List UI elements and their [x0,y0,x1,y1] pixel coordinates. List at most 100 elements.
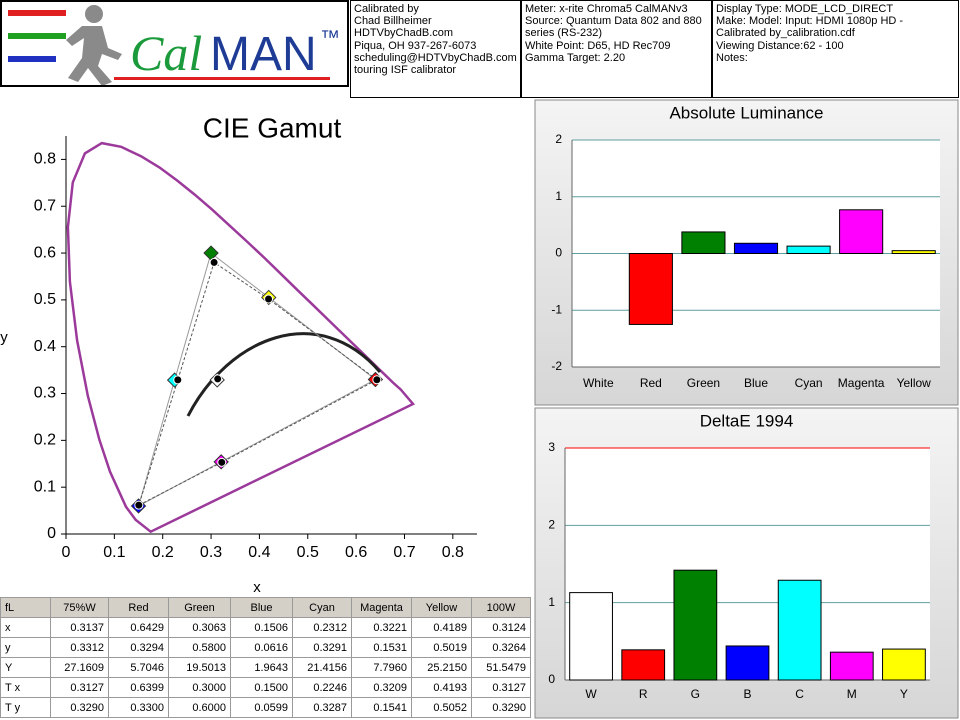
x-tick-label: C [795,687,804,701]
x-tick-label: Magenta [838,376,885,390]
x-tick-label: 0.5 [297,544,319,561]
table-cell: 0.4193 [411,677,472,698]
table-cell: 0.3290 [50,697,109,718]
table-cell: 0.1531 [351,637,412,658]
x-tick-label: 0.4 [248,544,270,561]
y-tick-label: -2 [551,359,562,373]
logo-bar [8,56,56,62]
table-cell: 51.5479 [471,657,531,678]
measured-point [217,457,227,467]
x-tick-label: 0.7 [393,544,415,561]
table-cell: 0.3264 [471,637,531,658]
table-header-cell: Red [108,597,169,618]
measured-point [264,294,274,304]
logo-man: MAN [210,28,317,81]
info-line: scheduling@HDTVbyChadB.com [354,51,517,64]
bar [777,579,822,681]
table-cell: 0.3290 [471,697,531,718]
table-row: T x 0.3127 0.6399 0.3000 0.1500 0.2246 0.3209 0… [0,677,531,698]
table-header-cell: 100W [471,597,531,618]
chart-title: CIE Gamut [203,112,342,143]
measured-point [134,500,144,510]
table-header-cell: Yellow [411,597,472,618]
table-cell: Y [0,657,51,678]
table-cell: T y [0,697,51,718]
table-row: T y 0.3290 0.3300 0.6000 0.0599 0.3287 0.1541 0… [0,697,531,718]
chart-title: Absolute Luminance [669,103,823,122]
measured-point [213,374,223,384]
chart-panel [534,407,959,719]
logo-underline [114,77,330,80]
logo-runner [66,5,122,85]
table-cell: 0.3287 [292,697,352,718]
table-cell: 0.6429 [108,617,169,638]
y-tick-label: 0.3 [34,385,56,402]
table-cell: 0.3209 [351,677,412,698]
table-cell: T x [0,677,51,698]
table-cell: 0.1500 [230,677,293,698]
table-cell: 0.3291 [292,637,352,658]
target-point [203,245,219,261]
y-tick-label: 0 [548,672,555,686]
info-box: Display Type: MODE_LCD_DIRECT Make: Model… [712,0,959,98]
info-line: HDTVbyChadB.com [354,27,454,40]
bar [733,242,779,255]
info-line: Make: Model: Input: HDMI 1080p HD - [716,15,904,28]
table-cell: 0.3127 [50,677,109,698]
y-tick-label: 3 [548,440,555,454]
bar [628,253,673,325]
target-point [367,371,384,388]
info-line: Calibrated by_calibration.cdf [716,27,855,40]
bar [569,592,613,681]
info-box: Calibrated by Chad Billheimer HDTVbyChadB.… [350,0,521,98]
logo-bar [8,33,66,39]
logo: Cal MAN ™ [0,0,349,87]
table-cell: 0.0599 [230,697,293,718]
info-line: touring ISF calibrator [354,64,457,77]
x-tick-label: Cyan [795,376,823,390]
logo-cal: Cal [130,25,202,81]
info-line: Gamma Target: 2.20 [525,51,626,64]
bar [673,569,718,681]
table-row: x 0.3137 0.6429 0.3063 0.1506 0.2312 0.3221 0.4… [0,617,531,638]
info-line: Calibrated by [354,3,419,15]
table-cell: 7.7960 [351,657,412,678]
table-header-cell: 75%W [50,597,109,618]
x-tick-label: Y [900,687,908,701]
table-header-cell: Blue [230,597,293,618]
info-box: Meter: x-rite Chroma5 CalMANv3 Source: Qu… [521,0,712,98]
table-cell: y [0,637,51,658]
x-tick-label: R [639,687,648,701]
info-line: Notes: [716,51,748,64]
chart-title: DeltaE 1994 [700,411,794,430]
table-cell: 0.1506 [230,617,293,638]
table-cell: 27.1609 [50,657,109,678]
x-tick-label: 0.1 [103,544,125,561]
table-cell: 0.3221 [351,617,412,638]
table-cell: x [0,617,51,638]
table-header-cell: Magenta [351,597,412,618]
bar [891,250,936,255]
y-tick-label: 0 [47,525,56,542]
spectral-locus [66,141,415,534]
table-cell: 0.3137 [50,617,109,638]
target-point [261,289,277,306]
gamut-outline [137,261,378,507]
y-tick-label: 1 [548,595,555,609]
table-cell: 0.4189 [411,617,472,638]
y-tick-label: 0.2 [34,432,56,449]
table-cell: 5.7046 [108,657,169,678]
info-line: White Point: D65, HD Rec709 [525,39,671,52]
table-cell: 0.2246 [292,677,352,698]
data-table: fL 75%W Red Green Blue Cyan Magenta Yellow 100W x… [0,597,531,718]
table-cell: 19.5013 [168,657,231,678]
table-cell: 0.3312 [50,637,109,658]
table-header-cell: Cyan [292,597,352,618]
x-tick-label: 0.6 [345,544,367,561]
table-cell: 0.3000 [168,677,231,698]
table-cell: 25.2150 [411,657,472,678]
y-tick-label: 0.7 [34,197,56,214]
table-cell: 0.2312 [292,617,352,638]
bar [621,649,666,681]
y-tick-label: 0.6 [34,244,56,261]
